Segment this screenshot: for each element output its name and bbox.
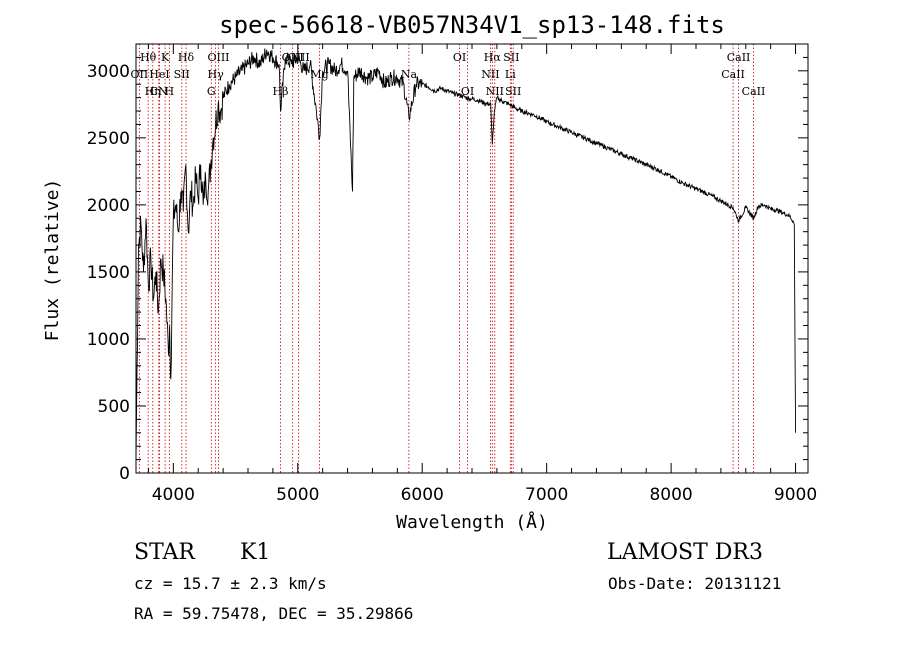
spectral-line-label: SII — [174, 68, 190, 81]
y-tick-label: 500 — [98, 397, 130, 417]
spectral-line-label: SII — [503, 51, 519, 64]
spectrum-line — [135, 48, 797, 460]
object-subclass: K1 — [240, 540, 271, 565]
spectral-line-label: CaII — [721, 68, 745, 81]
x-tick-label: 7000 — [525, 485, 568, 505]
spectrum-series — [135, 48, 797, 460]
y-axis: 0 500 1000 1500 2000 2500 3000 — [87, 43, 808, 484]
spectral-line-label: CN — [150, 85, 168, 98]
x-tick-label: 4000 — [152, 485, 195, 505]
plot-frame — [135, 43, 809, 474]
y-tick-label: 0 — [119, 464, 130, 484]
x-axis-label: Wavelength (Å) — [396, 511, 548, 533]
spectral-line-label: K — [161, 51, 170, 64]
y-tick-label: 1500 — [87, 263, 130, 283]
spectral-line-label: Hβ — [273, 85, 289, 98]
spectral-line-label: OI — [453, 51, 466, 64]
y-axis-label: Flux (relative) — [42, 179, 63, 342]
y-tick-label: 2500 — [87, 129, 130, 149]
y-tick-label: 2000 — [87, 196, 130, 216]
spectral-line-label: SII — [505, 85, 521, 98]
survey-name: LAMOST DR3 — [607, 540, 763, 565]
spectral-line-label: OIII — [282, 51, 304, 64]
observation-date: Obs-Date: 20131121 — [608, 574, 782, 593]
x-tick-label: 5000 — [276, 485, 319, 505]
spectral-line-label: OIII — [288, 51, 310, 64]
spectral-line-label: Hθ — [140, 51, 157, 64]
spectral-line-label: H — [165, 85, 175, 98]
x-tick-label: 6000 — [401, 485, 444, 505]
y-tick-label: 1000 — [87, 330, 130, 350]
spectral-line-markers — [138, 44, 754, 473]
spectral-line-label: CaII — [727, 51, 751, 64]
spectral-line-label: NII — [486, 85, 504, 98]
x-axis: 4000 5000 6000 7000 8000 9000 — [147, 44, 817, 505]
spectral-line-label: Li — [505, 68, 516, 81]
spectral-line-label: NII — [481, 68, 499, 81]
spectral-line-label: Hη — [145, 85, 161, 98]
spectral-line-label: OIII — [207, 51, 229, 64]
redshift-cz: cz = 15.7 ± 2.3 km/s — [134, 574, 327, 593]
object-class: STAR — [134, 540, 195, 565]
x-tick-label: 8000 — [649, 485, 692, 505]
y-tick-label: 3000 — [87, 62, 130, 82]
chart-title: spec-56618-VB057N34V1_sp13-148.fits — [219, 11, 725, 39]
spectral-line-label: HeI — [149, 68, 169, 81]
x-tick-label: 9000 — [774, 485, 817, 505]
spectral-line-label: Hδ — [178, 51, 195, 64]
spectral-line-label: OII — [131, 68, 149, 81]
spectral-line-label: OI — [461, 85, 474, 98]
spectral-line-label: Hα — [484, 51, 502, 64]
spectral-line-label: Mg — [310, 68, 328, 81]
ra-dec-coordinates: RA = 59.75478, DEC = 35.29866 — [134, 604, 414, 623]
spectral-line-label: Hγ — [208, 68, 225, 81]
spectral-line-label: Na — [401, 68, 418, 81]
spectral-line-label: CaII — [742, 85, 766, 98]
spectral-line-label: G — [207, 85, 216, 98]
